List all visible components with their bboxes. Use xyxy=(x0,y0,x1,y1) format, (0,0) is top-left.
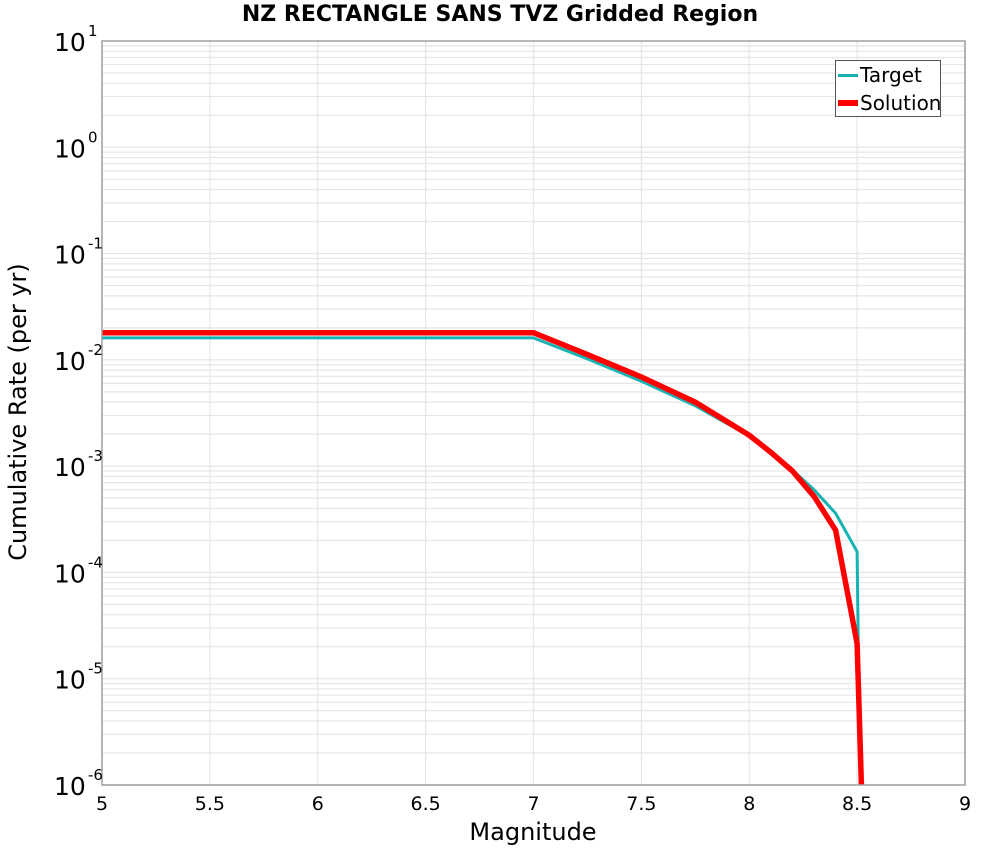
y-tick-label: 10 -5 xyxy=(54,660,103,695)
legend-item-target: Target xyxy=(838,63,922,87)
legend-label-target: Target xyxy=(860,63,922,87)
legend-swatch-target xyxy=(838,73,858,77)
axes-frame xyxy=(101,40,966,786)
grid-lines xyxy=(101,41,966,786)
x-tick-labels: 5 5.5 6 6.5 7 7.5 8 8.5 9 xyxy=(96,793,971,815)
chart-title: NZ RECTANGLE SANS TVZ Gridded Region xyxy=(0,2,1000,27)
legend: Target Solution xyxy=(835,60,941,117)
y-tick-label: 10 -6 xyxy=(54,766,103,801)
x-tick-label: 7 xyxy=(527,793,539,815)
y-axis-label: Cumulative Rate (per yr) xyxy=(4,263,32,561)
y-tick-label: 10 -4 xyxy=(54,553,103,588)
series-solution xyxy=(102,329,865,786)
x-tick-label: 5 xyxy=(96,793,108,815)
x-axis-label: Magnitude xyxy=(469,818,597,846)
x-tick-label: 9 xyxy=(959,793,971,815)
legend-swatch-solution xyxy=(838,100,858,106)
y-tick-label: 10 -3 xyxy=(54,447,103,482)
legend-label-solution: Solution xyxy=(860,91,942,115)
x-tick-label: 8 xyxy=(743,793,755,815)
x-tick-label: 6 xyxy=(312,793,324,815)
chart-title-text: NZ RECTANGLE SANS TVZ Gridded Region xyxy=(241,2,759,27)
x-tick-label: 7.5 xyxy=(626,793,656,815)
x-tick-label: 8.5 xyxy=(842,793,872,815)
y-tick-label: 10 0 xyxy=(54,128,98,163)
y-tick-label: 10 1 xyxy=(54,22,98,57)
y-tick-label: 10 -2 xyxy=(54,341,103,376)
legend-item-solution: Solution xyxy=(838,91,941,115)
data-series xyxy=(102,329,865,786)
x-tick-label: 6.5 xyxy=(411,793,441,815)
x-tick-label: 5.5 xyxy=(195,793,225,815)
y-tick-label: 10 -1 xyxy=(54,235,103,270)
